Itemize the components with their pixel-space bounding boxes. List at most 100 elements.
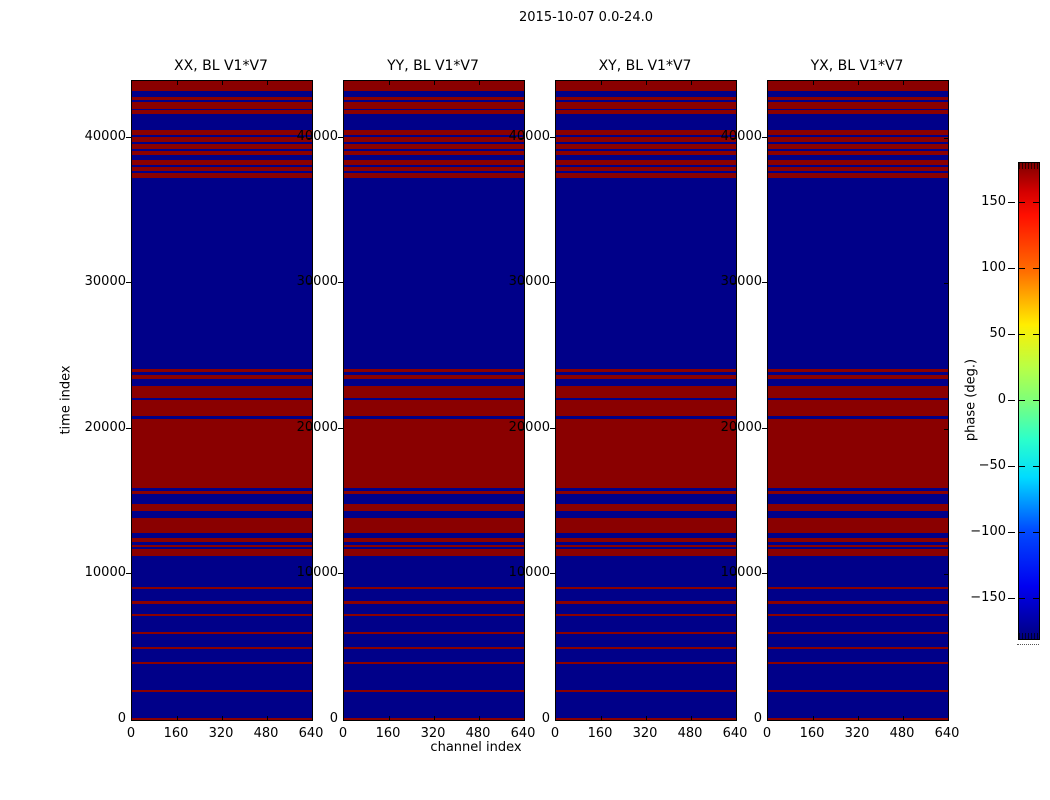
phase-band-red [768, 400, 948, 417]
x-tick-mark [601, 716, 602, 720]
x-tick-label: 0 [338, 726, 348, 741]
x-tick-mark [267, 81, 268, 85]
phase-band-red [132, 137, 312, 142]
phase-band-red [132, 418, 312, 488]
phase-band-red [768, 646, 948, 649]
phase-band-red [556, 537, 736, 542]
phase-band-red [344, 400, 524, 417]
y-tick-mark [308, 137, 312, 139]
phase-band-red [556, 646, 736, 649]
phase-band-red [768, 537, 948, 542]
y-tick-label: 0 [541, 711, 550, 726]
y-tick-label: 10000 [508, 565, 550, 581]
x-tick-label: 160 [375, 726, 401, 741]
colorbar-tick-mark [1008, 532, 1015, 534]
phase-band-red [344, 549, 524, 556]
y-tick-mark [944, 137, 948, 139]
y-tick-label: 0 [329, 711, 338, 726]
x-tick-label: 640 [298, 726, 324, 741]
phase-band-red [344, 144, 524, 149]
x-tick-mark [434, 716, 435, 720]
y-tick-mark [550, 573, 555, 575]
colorbar-tick-mark [1008, 267, 1015, 269]
phase-band-red [132, 503, 312, 511]
colorbar-tick-mark [1019, 201, 1025, 203]
y-tick-label: 20000 [720, 419, 762, 435]
colorbar-tick-mark [1008, 400, 1015, 401]
phase-band-red [768, 631, 948, 634]
phase-band-red [768, 385, 948, 398]
phase-band-red [768, 544, 948, 547]
heatmap-panel-xy [555, 80, 737, 721]
phase-band-red [344, 661, 524, 664]
x-tick-label: 640 [934, 726, 960, 741]
phase-band-red [556, 96, 736, 101]
y-tick-mark [338, 282, 343, 284]
y-tick-label: 40000 [508, 128, 550, 144]
phase-band-red [344, 490, 524, 494]
phase-band-red [132, 110, 312, 115]
phase-band-red [556, 369, 736, 372]
phase-band-red [556, 151, 736, 155]
x-tick-label: 480 [465, 726, 491, 741]
y-tick-mark [308, 428, 312, 430]
y-tick-mark [520, 428, 524, 430]
y-tick-label: 20000 [296, 419, 338, 435]
colorbar-tick-label: 50 [989, 325, 1006, 341]
x-tick-mark [646, 81, 647, 85]
y-tick-label: 10000 [296, 565, 338, 581]
phase-band-red [132, 375, 312, 380]
phase-band-red [556, 503, 736, 511]
phase-band-red [768, 418, 948, 488]
colorbar-tick-mark [1033, 598, 1039, 600]
y-tick-mark [550, 282, 555, 284]
phase-band-red [344, 385, 524, 398]
phase-band-red [768, 160, 948, 165]
x-tick-mark [434, 81, 435, 85]
phase-band-red [344, 375, 524, 380]
y-tick-label: 40000 [296, 128, 338, 144]
phase-band-red [556, 661, 736, 664]
phase-band-red [768, 549, 948, 556]
phase-band-red [556, 102, 736, 109]
y-tick-label: 20000 [508, 419, 550, 435]
phase-band-red [768, 690, 948, 692]
x-axis-label: channel index [430, 740, 522, 755]
phase-band-red [768, 375, 948, 380]
phase-band-red [556, 631, 736, 634]
figure-title: 2015-10-07 0.0-24.0 [519, 10, 653, 25]
colorbar-tick-mark [1033, 267, 1039, 269]
colorbar-tick-mark [1019, 466, 1025, 468]
x-tick-mark [222, 716, 223, 720]
x-tick-mark [646, 716, 647, 720]
phase-band-red [344, 517, 524, 533]
panel-title-yy: YY, BL V1*V7 [387, 58, 479, 74]
y-tick-label: 40000 [84, 128, 126, 144]
phase-band-red [768, 151, 948, 155]
y-tick-mark [126, 136, 131, 138]
phase-band-red [344, 151, 524, 155]
phase-band-red [768, 586, 948, 589]
colorbar-tick-mark [1008, 598, 1015, 600]
phase-band-red [556, 400, 736, 417]
phase-band-red [132, 151, 312, 155]
phase-band-red [344, 613, 524, 616]
phase-band-red [768, 167, 948, 172]
x-tick-label: 0 [550, 726, 560, 741]
y-tick-mark [762, 282, 767, 284]
phase-band-red [768, 173, 948, 178]
y-tick-mark [550, 427, 555, 429]
phase-band-red [768, 81, 948, 92]
phase-band-red [132, 537, 312, 542]
y-tick-label: 0 [753, 711, 762, 726]
phase-band-red [556, 129, 736, 135]
y-tick-mark [520, 574, 524, 576]
phase-band-red [768, 144, 948, 149]
x-tick-label: 480 [253, 726, 279, 741]
phase-band-red [132, 646, 312, 649]
phase-band-red [344, 418, 524, 488]
phase-band-red [768, 102, 948, 109]
phase-band-red [132, 96, 312, 101]
x-tick-mark [903, 81, 904, 85]
x-tick-mark [813, 81, 814, 85]
